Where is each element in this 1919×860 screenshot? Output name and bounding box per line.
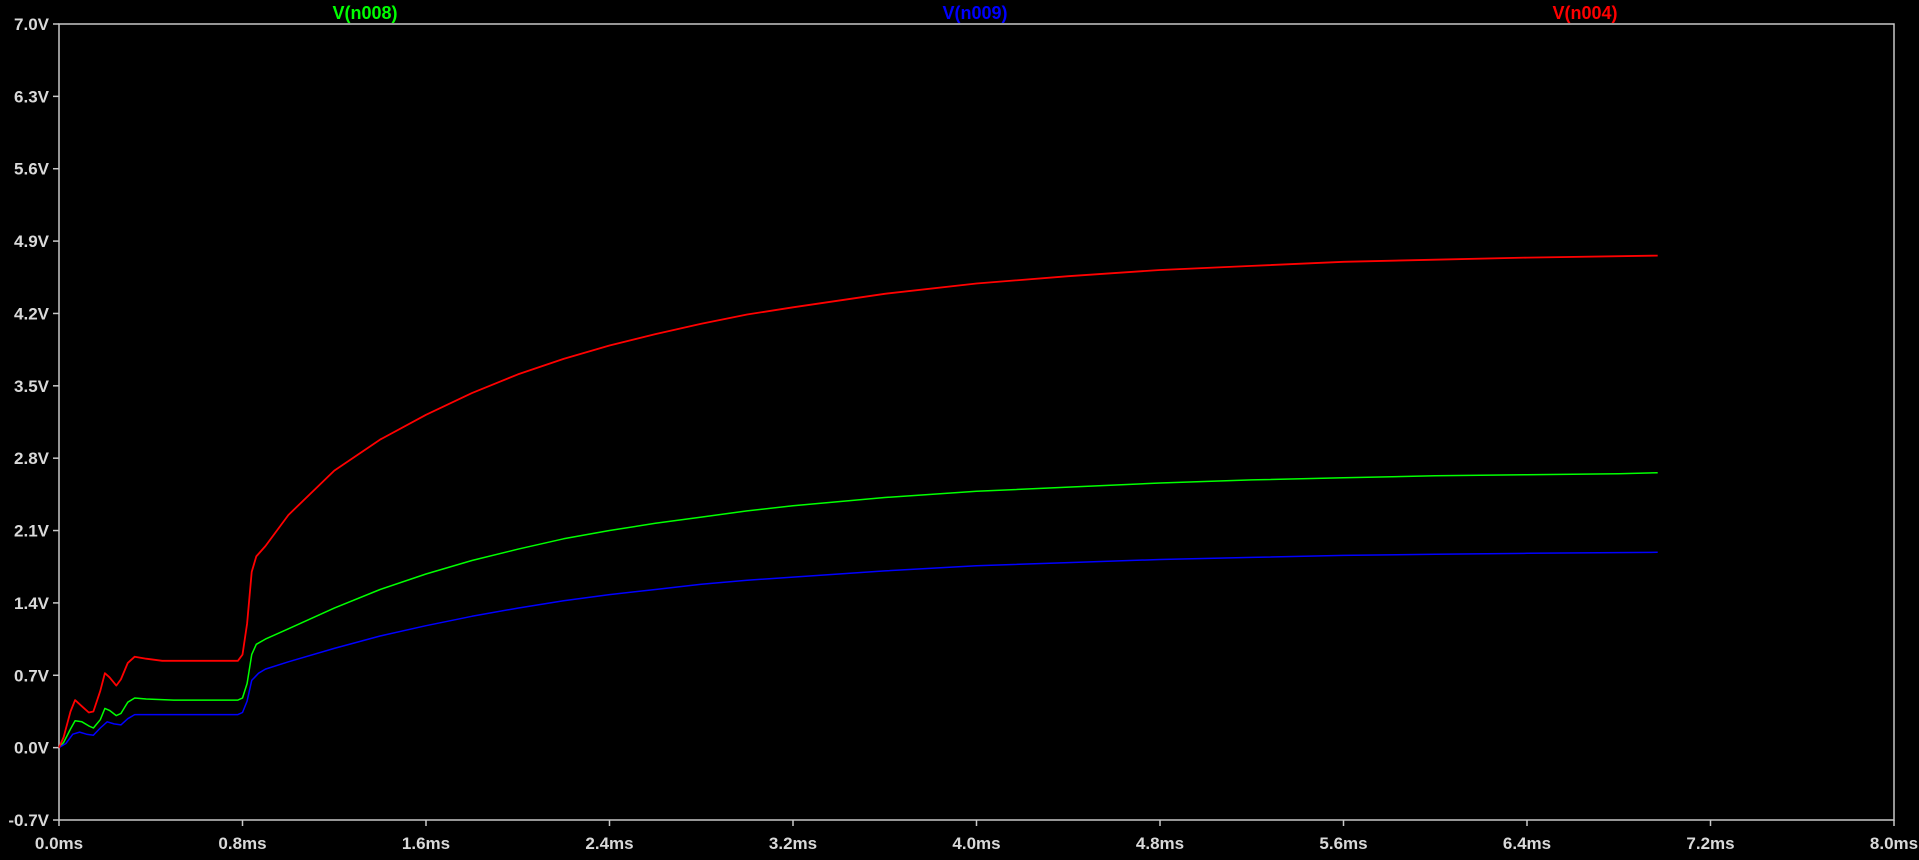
x-tick-label: 0.0ms <box>35 834 83 853</box>
trace-vn008[interactable] <box>58 471 1658 749</box>
y-tick-label: 0.7V <box>14 666 50 685</box>
x-tick-label: 8.0ms <box>1870 834 1918 853</box>
y-tick-label: 2.8V <box>14 449 50 468</box>
trace-layer <box>58 254 1658 749</box>
x-tick-label: 5.6ms <box>1319 834 1367 853</box>
y-tick-label: 4.9V <box>14 232 50 251</box>
y-tick-label: -0.7V <box>8 811 49 830</box>
y-tick-label: 7.0V <box>14 15 50 34</box>
y-axis: 7.0V 6.3V 5.6V 4.9V 4.2V 3.5V 2.8V 2.1V 1.4V 0.7V… <box>8 15 59 830</box>
y-tick-label: 0.0V <box>14 739 50 758</box>
x-tick-label: 1.6ms <box>402 834 450 853</box>
x-tick-label: 2.4ms <box>585 834 633 853</box>
legend-label-vn009[interactable]: V(n009) <box>942 3 1007 23</box>
y-tick-label: 3.5V <box>14 377 50 396</box>
trace-vn009[interactable] <box>58 551 1658 749</box>
x-tick-label: 6.4ms <box>1503 834 1551 853</box>
legend-label-vn004[interactable]: V(n004) <box>1552 3 1617 23</box>
x-tick-label: 4.8ms <box>1136 834 1184 853</box>
x-tick-label: 3.2ms <box>769 834 817 853</box>
plot-frame <box>58 23 1895 821</box>
x-tick-label: 4.0ms <box>952 834 1000 853</box>
trace-legend: V(n008) V(n009) V(n004) <box>332 3 1617 23</box>
y-tick-label: 6.3V <box>14 87 50 106</box>
y-tick-label: 5.6V <box>14 160 50 179</box>
y-tick-label: 2.1V <box>14 522 50 541</box>
y-tick-label: 4.2V <box>14 304 50 323</box>
legend-label-vn008[interactable]: V(n008) <box>332 3 397 23</box>
y-tick-label: 1.4V <box>14 594 50 613</box>
trace-vn004[interactable] <box>58 254 1658 748</box>
x-tick-label: 7.2ms <box>1686 834 1734 853</box>
x-tick-label: 0.8ms <box>218 834 266 853</box>
x-axis: 0.0ms 0.8ms 1.6ms 2.4ms 3.2ms 4.0ms 4.8ms 5.6ms… <box>35 820 1918 853</box>
